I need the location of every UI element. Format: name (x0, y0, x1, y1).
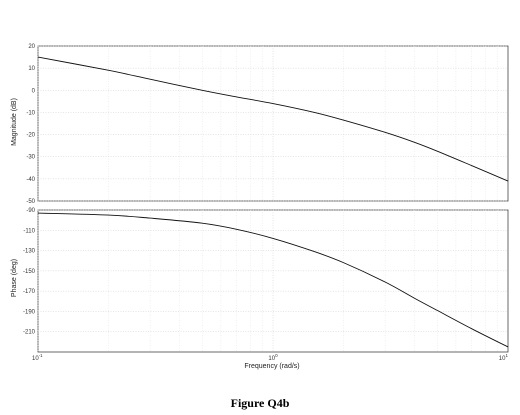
x-tick-label: 100 (268, 353, 278, 362)
magnitude-y-axis-label: Magnitude (dB) (11, 98, 18, 146)
magnitude-panel: 20 10 0 -10 -20 -30 -40 -50 (26, 44, 509, 205)
y-tick-label: 20 (28, 44, 35, 50)
figure-caption: Figure Q4b (230, 396, 290, 410)
y-tick-label: -130 (23, 249, 36, 255)
y-tick-label: -10 (26, 110, 35, 116)
y-tick-label: 10 (28, 66, 35, 72)
phase-curve (37, 212, 509, 348)
y-tick-label: -40 (26, 177, 35, 183)
y-tick-label: 0 (32, 88, 36, 94)
y-tick-label: -110 (23, 228, 35, 234)
y-tick-label: -90 (26, 208, 35, 214)
phase-y-axis-label: Phase (deg) (11, 259, 18, 297)
magnitude-curve (37, 56, 509, 182)
y-tick-label: -50 (26, 199, 35, 205)
y-tick-label: -30 (26, 155, 35, 161)
frequency-x-axis-label: Frequency (rad/s) (244, 363, 299, 370)
y-tick-label: -210 (23, 330, 36, 336)
y-tick-label: -150 (23, 269, 36, 275)
x-tick-label: 10-1 (32, 353, 43, 362)
y-tick-label: -20 (26, 133, 35, 139)
x-tick-label: 101 (499, 353, 509, 362)
phase-panel: -90 -110 -130 -150 -170 -190 -210 10-1 100 101 (23, 208, 509, 362)
y-tick-label: -170 (23, 289, 36, 295)
y-tick-label: -190 (23, 309, 36, 315)
